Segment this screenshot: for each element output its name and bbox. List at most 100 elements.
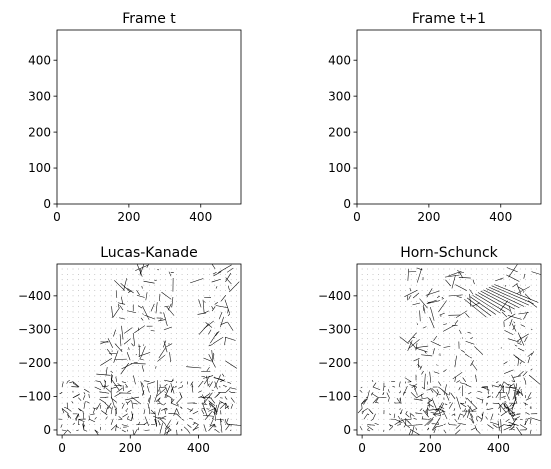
flow-vector — [67, 380, 70, 382]
flow-vector — [403, 424, 406, 428]
flow-vector — [171, 402, 179, 407]
flow-vector — [216, 392, 221, 397]
flow-vector — [459, 382, 468, 385]
flow-vector — [63, 429, 68, 435]
flow-vector — [520, 424, 527, 429]
quiver-arrows — [58, 264, 241, 435]
flow-vector — [415, 412, 423, 415]
flow-vector — [441, 298, 445, 300]
flow-vector — [466, 397, 478, 409]
flow-vector — [168, 271, 172, 277]
flow-vector — [474, 346, 484, 355]
flow-vector — [90, 413, 95, 416]
flow-vector — [451, 413, 455, 416]
flow-vector — [443, 423, 446, 425]
x-tick-label: 400 — [189, 210, 212, 224]
flow-vector — [115, 424, 117, 432]
flow-vector — [132, 332, 136, 346]
flow-vector — [501, 395, 506, 399]
flow-vector — [472, 294, 501, 314]
flow-vector — [99, 398, 106, 404]
flow-vector — [511, 396, 517, 412]
flow-vector — [211, 264, 216, 270]
flow-vector — [144, 416, 150, 426]
y-tick-label: 100 — [328, 161, 351, 175]
flow-vector — [452, 372, 463, 380]
flow-vector — [454, 355, 457, 368]
flow-vector — [491, 392, 494, 394]
flow-vector — [372, 382, 377, 388]
flow-vector — [201, 403, 208, 405]
flow-vector — [210, 397, 215, 404]
flow-vector — [454, 376, 457, 382]
flow-vector — [183, 426, 188, 431]
flow-vector — [528, 374, 541, 385]
flow-vector — [359, 426, 363, 431]
flow-vector — [504, 402, 510, 409]
flow-vector — [457, 413, 461, 420]
flow-vector — [415, 343, 418, 351]
flow-vector — [225, 424, 231, 431]
flow-vector — [513, 383, 518, 398]
flow-vector — [107, 338, 114, 349]
flow-vector — [442, 413, 445, 415]
flow-vector — [123, 338, 131, 345]
flow-vector — [127, 288, 134, 294]
flow-vector — [190, 278, 204, 284]
flow-vector — [125, 383, 128, 388]
flow-vector — [408, 339, 420, 349]
flow-vector — [470, 413, 474, 418]
flow-vector — [119, 334, 122, 347]
flow-vector — [96, 403, 101, 410]
flow-vector — [189, 417, 194, 420]
flow-vector — [389, 426, 394, 431]
flow-vector — [150, 303, 155, 312]
flow-vector — [513, 321, 516, 324]
flow-vector — [211, 389, 214, 391]
flow-vector — [510, 424, 515, 431]
flow-vector — [128, 347, 130, 351]
flow-vector — [155, 397, 161, 402]
flow-vector — [413, 398, 423, 401]
flow-vector — [211, 350, 214, 362]
flow-vector — [220, 402, 227, 409]
flow-vector — [530, 351, 535, 356]
flow-vector — [433, 371, 440, 374]
flow-vector — [220, 418, 225, 421]
flow-vector — [515, 388, 521, 393]
flow-vector — [127, 418, 132, 421]
flow-vector — [527, 300, 538, 308]
flow-vector — [415, 345, 429, 348]
flow-vector — [165, 408, 168, 410]
flow-vector — [139, 358, 144, 361]
flow-vector — [508, 388, 510, 395]
flow-vector — [458, 277, 471, 279]
flow-vector — [439, 312, 445, 316]
flow-vector — [438, 300, 447, 312]
flow-vector — [120, 296, 124, 305]
flow-vector — [399, 408, 401, 410]
flow-vector — [443, 429, 447, 434]
flow-vector — [509, 319, 513, 327]
flow-vector — [121, 429, 126, 433]
flow-vector — [436, 295, 440, 298]
flow-vector — [361, 408, 368, 413]
flow-vector — [131, 343, 134, 347]
flow-vector — [510, 418, 517, 428]
flow-vector — [171, 378, 174, 383]
flow-vector — [144, 314, 156, 320]
flow-vector — [367, 424, 375, 426]
x-tick-label: 200 — [117, 210, 140, 224]
flow-vector — [67, 408, 72, 412]
flow-vector — [69, 381, 74, 384]
flow-vector — [224, 337, 227, 346]
flow-vector — [174, 385, 177, 388]
flow-vector — [159, 293, 161, 301]
flow-vector — [481, 411, 484, 420]
flow-vector — [143, 280, 155, 284]
y-tick-label: −400 — [318, 289, 351, 303]
flow-vector — [383, 385, 386, 388]
flow-vector — [454, 419, 458, 423]
flow-vector — [167, 303, 172, 311]
flow-vector — [89, 418, 96, 423]
